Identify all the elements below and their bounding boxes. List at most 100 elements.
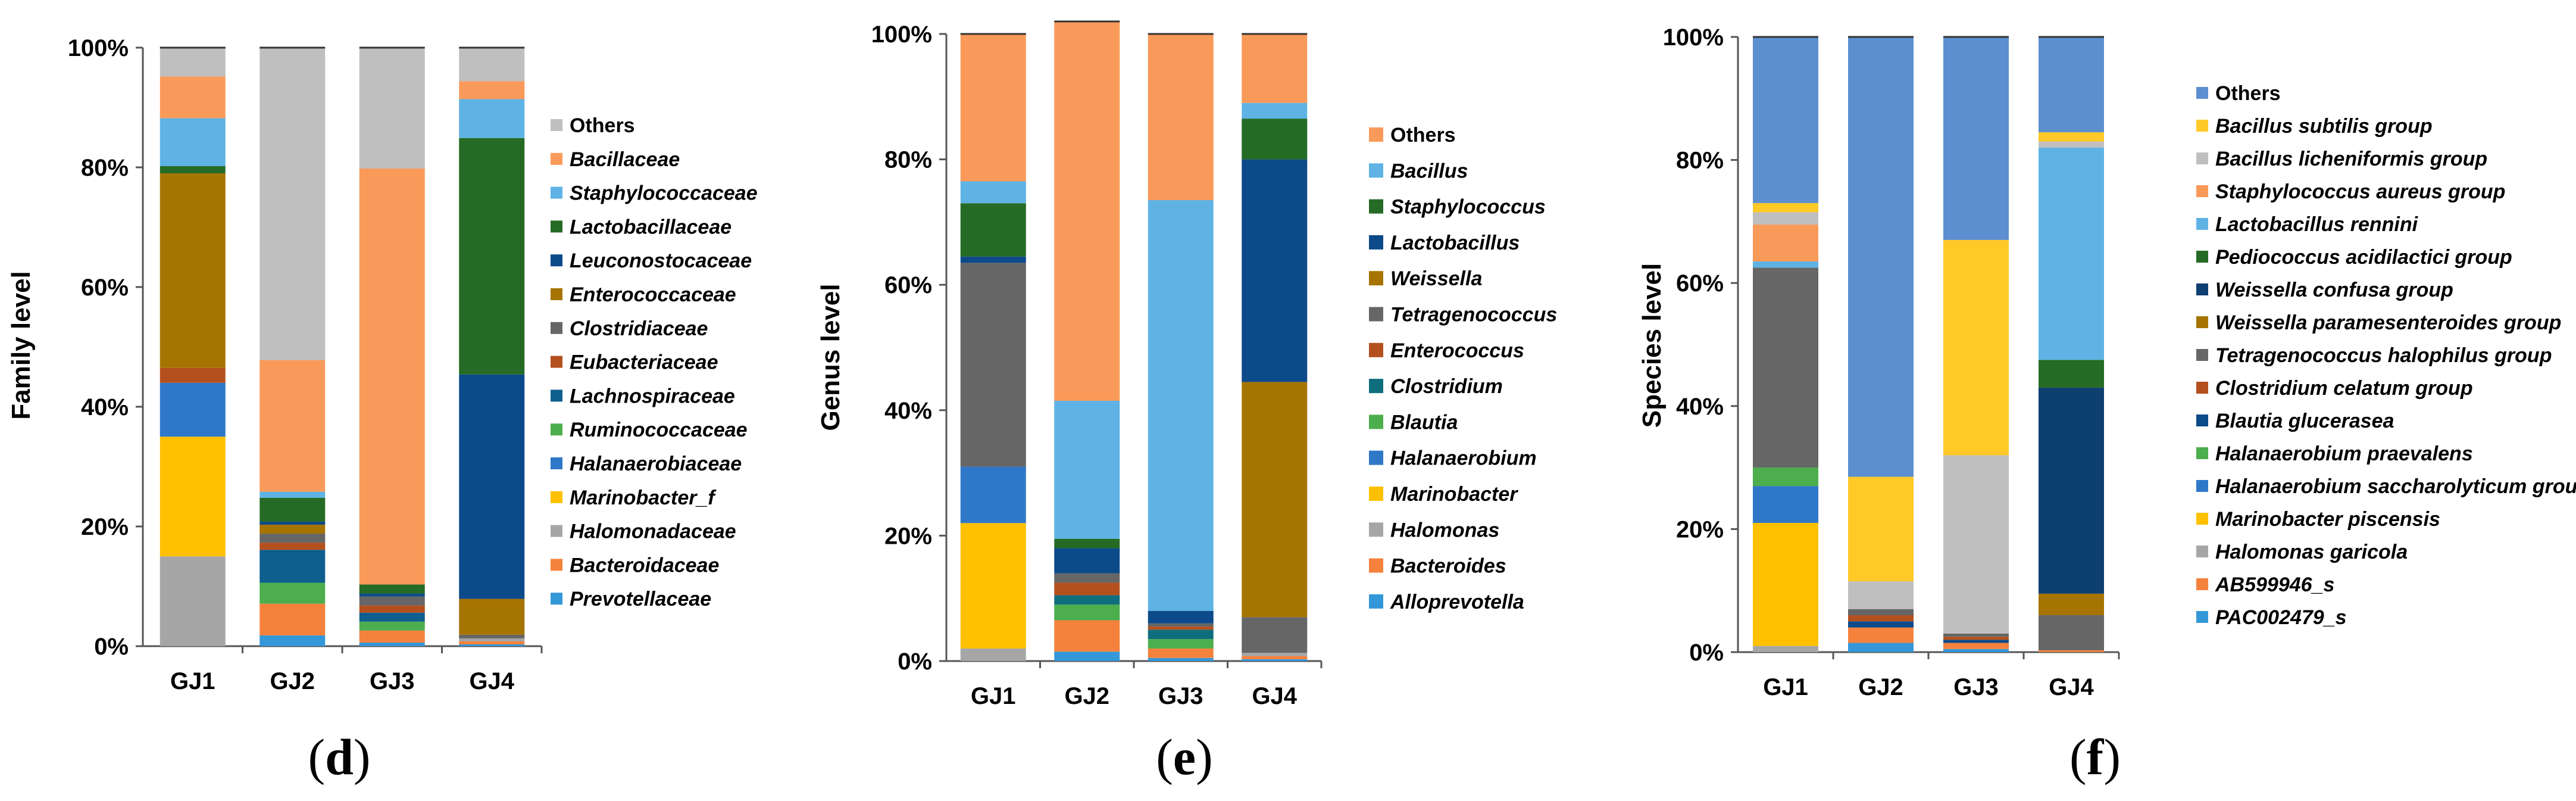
legend-swatch xyxy=(2196,152,2208,164)
bar-segment xyxy=(260,524,326,534)
legend-label: Pediococcus acidilactici group xyxy=(2215,246,2512,269)
bar-segment xyxy=(459,638,525,641)
legend-swatch xyxy=(2196,87,2208,99)
bar-GJ4 xyxy=(2039,36,2104,652)
legend-label: Marinobacter_f xyxy=(570,487,717,509)
legend-swatch xyxy=(551,322,562,334)
chart-d: 0% 20% 40% 60% 80% 100% Family level GJ1 GJ2 GJ3 G… xyxy=(7,35,758,786)
bar-segment xyxy=(260,521,326,525)
y-tick-label: 0% xyxy=(94,634,129,660)
x-tick-label: GJ1 xyxy=(971,683,1016,709)
legend-label: Leuconostocaceae xyxy=(570,250,752,272)
bar-segment xyxy=(1242,34,1308,103)
bar-segment xyxy=(2039,360,2104,388)
bar-GJ2 xyxy=(260,46,326,646)
y-tick-label: 80% xyxy=(884,147,932,173)
legend-label: Others xyxy=(2215,82,2281,105)
legend-swatch xyxy=(1369,199,1383,214)
bar-segment xyxy=(1848,643,1914,652)
legend-swatch xyxy=(1369,342,1383,357)
legend-swatch xyxy=(1369,487,1383,501)
bar-segment xyxy=(1753,202,1818,213)
bar-segment xyxy=(2039,147,2104,360)
bar-segment xyxy=(459,634,525,638)
legend-label: Bacillus xyxy=(1390,160,1468,182)
bar-segment xyxy=(1148,610,1214,624)
bar-segment xyxy=(1943,634,2009,637)
bar-segment xyxy=(1242,102,1308,119)
bar-segment xyxy=(160,118,226,166)
legend-label: AB599946_s xyxy=(2215,574,2334,596)
bar-segment xyxy=(359,169,425,585)
bar-segment xyxy=(1753,486,1818,523)
bar-segment xyxy=(359,605,425,613)
legend-swatch xyxy=(2196,185,2208,197)
bar-segment xyxy=(160,76,226,119)
y-tick-label: 80% xyxy=(1676,148,1724,174)
legend-label: Tetragenococcus halophilus group xyxy=(2215,344,2552,367)
bar-segment xyxy=(359,593,425,597)
bar-segment xyxy=(459,599,525,635)
bar-segment xyxy=(260,603,326,635)
bar-segment xyxy=(2039,593,2104,616)
legend-swatch xyxy=(2196,546,2208,557)
bar-segment xyxy=(1054,604,1120,621)
bar-segment xyxy=(2039,37,2104,133)
bar-segment xyxy=(459,644,525,646)
bar-segment xyxy=(960,466,1026,523)
legend-swatch xyxy=(1369,127,1383,142)
bar-segment xyxy=(2039,387,2104,594)
bar-segment xyxy=(260,635,326,646)
bar-segment xyxy=(359,612,425,622)
y-tick-label: 20% xyxy=(81,514,129,540)
legend-swatch xyxy=(551,491,562,503)
bar-segment xyxy=(1753,267,1818,468)
bar-segment xyxy=(1242,659,1308,661)
legend-label: Others xyxy=(1390,124,1456,147)
panel-label: (d) xyxy=(308,728,370,786)
legend-swatch xyxy=(551,288,562,300)
bar-segment xyxy=(260,543,326,550)
legend-label: Halanaerobium saccharolyticum group xyxy=(2215,475,2576,498)
legend-label: Prevotellaceae xyxy=(570,588,711,610)
bar-segment xyxy=(1148,200,1214,611)
y-tick-label: 100% xyxy=(68,35,129,61)
bar-segment xyxy=(1054,538,1120,548)
legend-label: Tetragenococcus xyxy=(1390,304,1557,326)
bar-segment xyxy=(260,491,326,498)
legend-label: Ruminococcaceae xyxy=(570,419,748,441)
legend-label: Lachnospiraceae xyxy=(570,385,735,407)
legend-label: Lactobacillus rennini xyxy=(2215,213,2419,236)
bar-segment xyxy=(1943,455,2009,634)
bar-GJ3 xyxy=(1148,33,1214,661)
legend-swatch xyxy=(2196,251,2208,263)
legend-swatch xyxy=(2196,218,2208,230)
bar-segment xyxy=(1242,656,1308,659)
bar-segment xyxy=(960,256,1026,263)
bar-segment xyxy=(960,648,1026,661)
y-tick-label: 0% xyxy=(898,649,932,675)
bar-segment xyxy=(1753,212,1818,225)
bar-segment xyxy=(1848,609,1914,616)
bar-segment xyxy=(1054,573,1120,583)
bar-segment xyxy=(160,556,226,646)
bar-segment xyxy=(260,497,326,522)
legend-label: Halomonas garicola xyxy=(2215,541,2408,563)
y-axis-title: Family level xyxy=(7,271,36,419)
legend-label: Eubacteriaceae xyxy=(570,351,718,374)
x-tick-label: GJ2 xyxy=(270,668,315,694)
legend-swatch xyxy=(2196,120,2208,132)
bar-GJ1 xyxy=(960,33,1026,661)
bar-segment xyxy=(1054,21,1120,401)
bar-segment xyxy=(960,263,1026,467)
bar-segment xyxy=(1148,34,1214,201)
legend-label: Weissella xyxy=(1390,267,1482,290)
x-tick-label: GJ3 xyxy=(1158,683,1203,709)
y-tick-label: 100% xyxy=(871,21,932,48)
y-tick-label: 100% xyxy=(1663,24,1724,51)
y-tick-label: 0% xyxy=(1689,640,1724,666)
legend-label: Others xyxy=(570,114,635,137)
x-tick-label: GJ1 xyxy=(170,668,215,694)
bar-segment xyxy=(260,534,326,543)
